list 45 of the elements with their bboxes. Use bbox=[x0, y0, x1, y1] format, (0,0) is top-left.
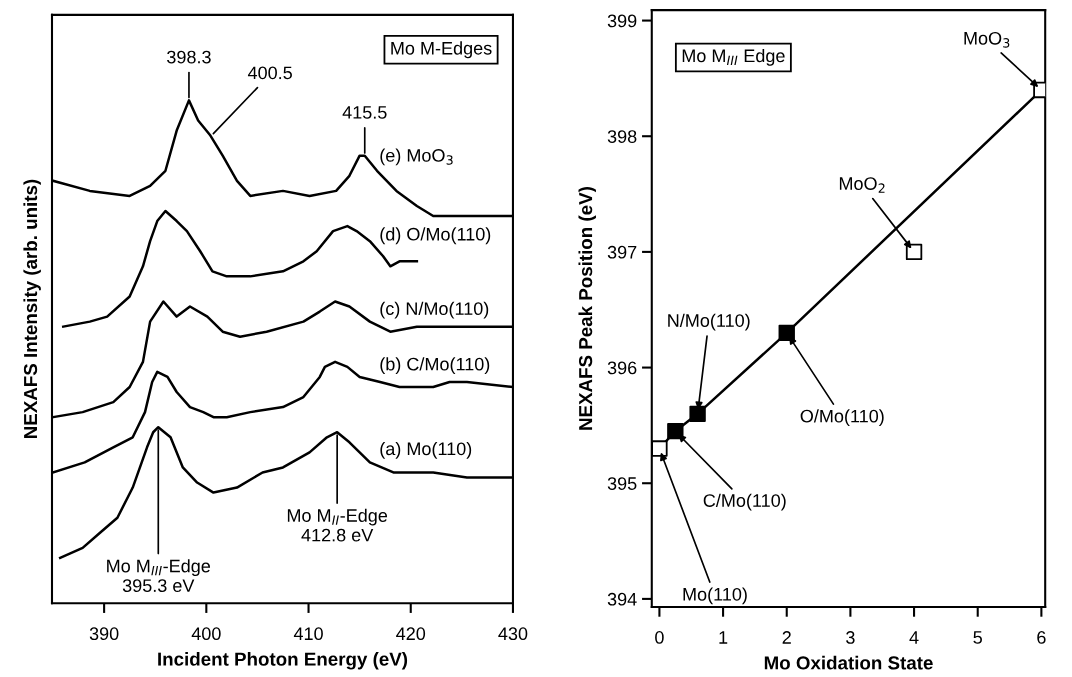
series-label: (a) Mo(110) bbox=[380, 441, 472, 459]
annotation: 398.3 bbox=[167, 50, 211, 64]
annotation: Mo(110) bbox=[683, 587, 747, 605]
point bbox=[667, 422, 684, 440]
x-tick-label: 1 bbox=[719, 631, 728, 644]
annotation: O/Mo(110) bbox=[800, 409, 884, 427]
x-tick-label: 420 bbox=[396, 627, 426, 641]
y-tick-label: 399 bbox=[607, 14, 637, 28]
point bbox=[689, 405, 706, 423]
x-tick-label: 6 bbox=[1037, 631, 1046, 644]
x-tick-label: 5 bbox=[973, 631, 982, 644]
point bbox=[778, 324, 795, 342]
x-axis-title: Mo Oxidation State bbox=[764, 655, 933, 670]
series-label: (c) N/Mo(110) bbox=[380, 301, 489, 319]
y-tick-label: 396 bbox=[607, 361, 637, 375]
y-tick-label: 394 bbox=[607, 592, 637, 606]
y-tick-label: 397 bbox=[607, 245, 637, 259]
x-tick-label: 4 bbox=[909, 631, 919, 644]
annotation: 415.5 bbox=[342, 106, 387, 119]
y-tick-label: 395 bbox=[607, 477, 637, 490]
annotation: MoO$_{2}$ bbox=[839, 177, 885, 193]
point bbox=[905, 243, 923, 261]
y-tick-label: 398 bbox=[607, 130, 637, 143]
annotation: MoO$_{3}$ bbox=[964, 31, 1010, 48]
annotation: Mo M$_{II}$-Edge 412.8 eV bbox=[287, 508, 388, 542]
x-tick-label: 390 bbox=[89, 627, 119, 641]
x-tick-label: 410 bbox=[293, 627, 323, 641]
x-axis-title: Incident Photon Energy (eV) bbox=[158, 651, 408, 670]
annotation: Mo M$_{III}$-Edge 395.3 eV bbox=[107, 559, 211, 593]
annotation: N/Mo(110) bbox=[668, 313, 750, 331]
x-tick-label: 400 bbox=[191, 627, 221, 641]
series-label: (d) O/Mo(110) bbox=[380, 227, 491, 245]
x-tick-label: 0 bbox=[655, 631, 664, 644]
legend-label: (e) MoO$_{3}$ bbox=[380, 148, 453, 166]
y-axis-title: NEXAFS Intensity (arb. units) bbox=[23, 179, 41, 439]
annotation: Mo M$_{III}$ Edge bbox=[682, 48, 785, 66]
x-tick-label: 2 bbox=[782, 631, 791, 644]
text: Mo M-Edges bbox=[391, 41, 492, 59]
point bbox=[651, 440, 668, 457]
series-label: (b) C/Mo(110) bbox=[380, 357, 490, 375]
annotation: C/Mo(110) bbox=[703, 493, 786, 511]
x-tick-label: 3 bbox=[846, 631, 855, 644]
y-axis-title: NEXAFS Peak Position (eV) bbox=[578, 187, 596, 430]
annotation: 400.5 bbox=[247, 66, 292, 80]
x-tick-label: 430 bbox=[498, 627, 528, 641]
